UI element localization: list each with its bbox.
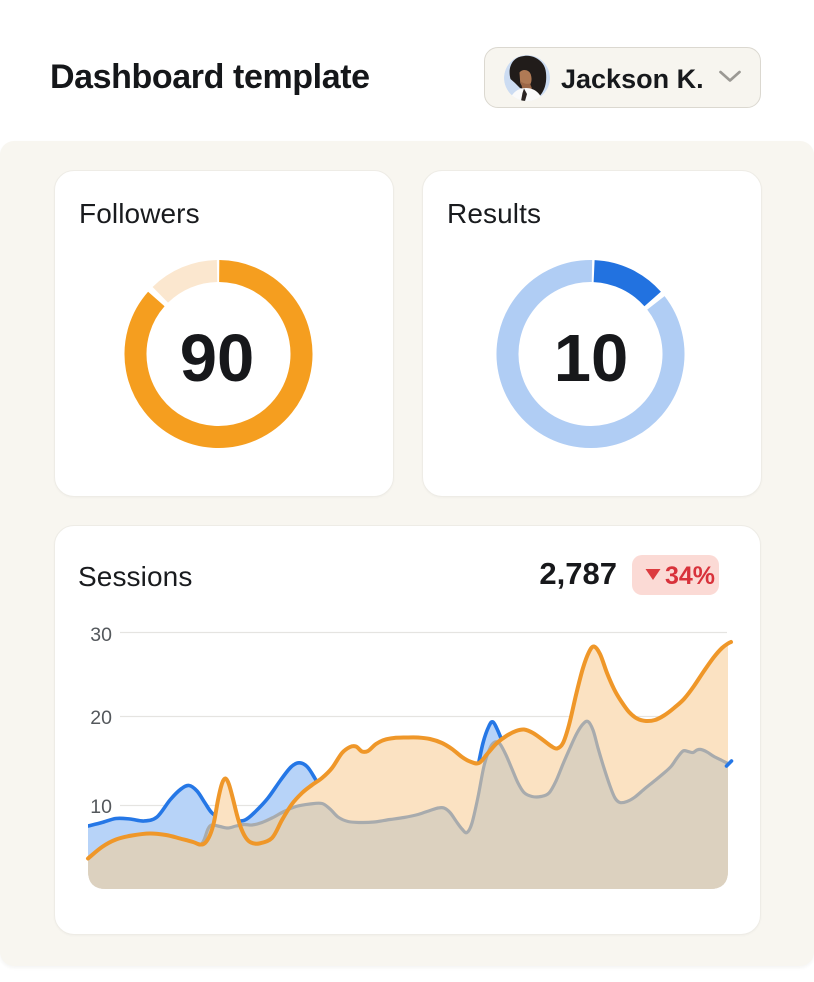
svg-text:30: 30 bbox=[90, 624, 112, 646]
svg-text:20: 20 bbox=[90, 707, 112, 729]
svg-text:10: 10 bbox=[90, 796, 112, 818]
